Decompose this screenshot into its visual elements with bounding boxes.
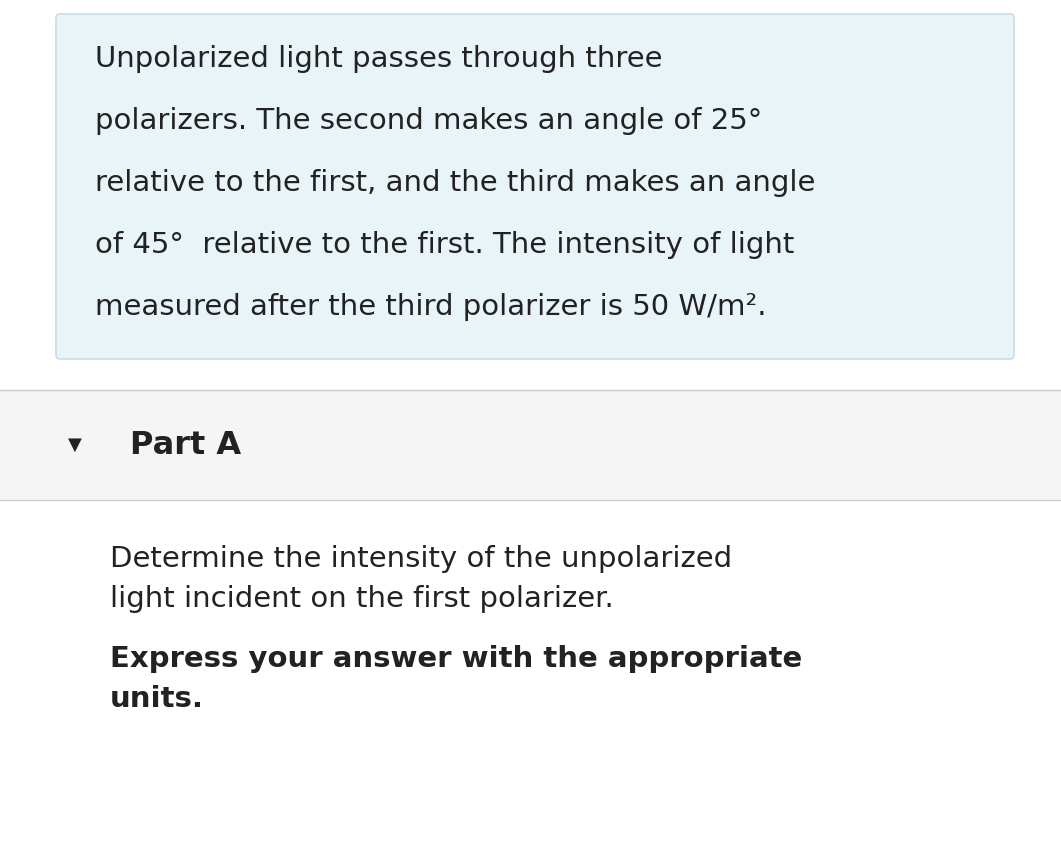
Text: units.: units.	[110, 685, 204, 713]
Text: Part A: Part A	[131, 430, 241, 460]
Text: light incident on the first polarizer.: light incident on the first polarizer.	[110, 585, 613, 613]
FancyBboxPatch shape	[56, 14, 1014, 359]
Text: relative to the first, and the third makes an angle: relative to the first, and the third mak…	[95, 169, 815, 197]
Text: polarizers. The second makes an angle of 25°: polarizers. The second makes an angle of…	[95, 107, 762, 135]
Text: Unpolarized light passes through three: Unpolarized light passes through three	[95, 45, 662, 73]
Text: Express your answer with the appropriate: Express your answer with the appropriate	[110, 645, 802, 673]
Text: ▼: ▼	[68, 436, 82, 454]
Text: Determine the intensity of the unpolarized: Determine the intensity of the unpolariz…	[110, 545, 732, 573]
Text: of 45°  relative to the first. The intensity of light: of 45° relative to the first. The intens…	[95, 231, 795, 259]
Text: measured after the third polarizer is 50 W/m².: measured after the third polarizer is 50…	[95, 293, 766, 321]
Bar	[0, 390, 1061, 500]
